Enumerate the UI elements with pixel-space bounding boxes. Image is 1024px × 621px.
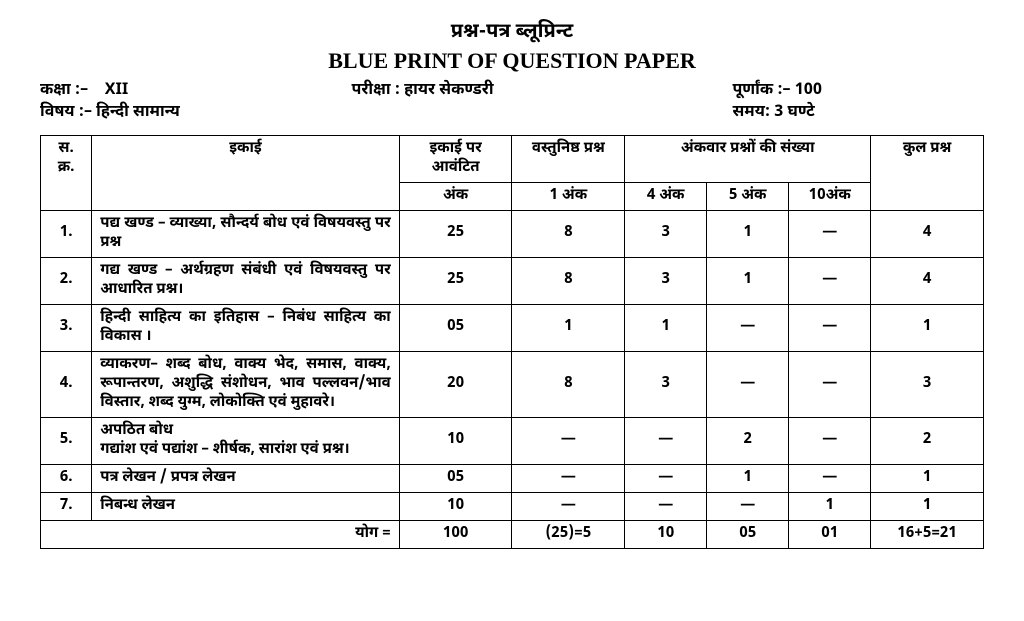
footer-m4: 10 [625,520,707,548]
table-row: 1.पद्य खण्ड – व्याख्या, सौन्दर्य बोध एवं… [41,210,984,257]
cell-m10: — [789,304,871,351]
cell-m5: 1 [707,464,789,492]
col-unit: इकाई [92,135,400,210]
cell-m4: 3 [625,210,707,257]
exam-value: हायर सेकण्डरी [404,80,493,101]
class-value: XII [105,80,129,101]
cell-allotted: 25 [399,210,512,257]
cell-m4: — [625,492,707,520]
cell-m10: — [789,210,871,257]
cell-sn: 4. [41,351,92,417]
cell-sn: 7. [41,492,92,520]
cell-m10: — [789,351,871,417]
cell-m5: — [707,304,789,351]
cell-obj: — [512,492,625,520]
subject-value: हिन्दी सामान्य [96,102,180,123]
time-value: 3 घण्टे [774,102,814,123]
time-label: समय: [732,102,770,123]
col-markwise: अंकवार प्रश्नों की संख्या [625,135,871,182]
footer-obj: (25)=5 [512,520,625,548]
cell-allotted: 20 [399,351,512,417]
cell-allotted: 10 [399,492,512,520]
cell-m5: 1 [707,210,789,257]
table-row: 7.निबन्ध लेखन10———11 [41,492,984,520]
col-sn: स. क्र. [41,135,92,210]
cell-m5: 2 [707,417,789,464]
footer-label: योग = [41,520,400,548]
col-total: कुल प्रश्न [871,135,984,210]
col-allotted-sub: अंक [399,182,512,210]
cell-obj: 8 [512,210,625,257]
cell-unit: अपठित बोधगद्यांश एवं पद्यांश – शीर्षक, स… [92,417,400,464]
cell-unit: पत्र लेखन / प्रपत्र लेखन [92,464,400,492]
cell-m5: — [707,492,789,520]
cell-sn: 5. [41,417,92,464]
cell-allotted: 05 [399,304,512,351]
footer-m10: 01 [789,520,871,548]
cell-m10: — [789,417,871,464]
cell-obj: 1 [512,304,625,351]
col-objective-sub: 1 अंक [512,182,625,210]
cell-total: 3 [871,351,984,417]
meta-row-2: विषय :– हिन्दी सामान्य समय: 3 घण्टे [40,102,984,124]
cell-unit: पद्य खण्ड – व्याख्या, सौन्दर्य बोध एवं व… [92,210,400,257]
cell-m10: — [789,464,871,492]
class-label: कक्षा :– [40,80,88,101]
cell-sn: 6. [41,464,92,492]
table-row: 5.अपठित बोधगद्यांश एवं पद्यांश – शीर्षक,… [41,417,984,464]
cell-m4: 1 [625,304,707,351]
cell-allotted: 05 [399,464,512,492]
cell-sn: 2. [41,257,92,304]
cell-obj: — [512,464,625,492]
cell-total: 1 [871,492,984,520]
cell-unit: गद्य खण्ड – अर्थग्रहण संबंधी एवं विषयवस्… [92,257,400,304]
footer-row: योग = 100 (25)=5 10 05 01 16+5=21 [41,520,984,548]
subject-label: विषय :– [40,102,92,123]
col-objective-top: वस्तुनिष्ठ प्रश्न [512,135,625,182]
footer-allotted: 100 [399,520,512,548]
cell-sn: 1. [41,210,92,257]
table-row: 2.गद्य खण्ड – अर्थग्रहण संबंधी एवं विषयव… [41,257,984,304]
cell-allotted: 10 [399,417,512,464]
cell-m4: 3 [625,257,707,304]
title-hindi: प्रश्न-पत्र ब्लूप्रिन्ट [40,20,984,46]
cell-obj: — [512,417,625,464]
col-m5: 5 अंक [707,182,789,210]
cell-unit: व्याकरण– शब्द बोध, वाक्य भेद, समास, वाक्… [92,351,400,417]
marks-label: पूर्णांक :– [732,80,790,101]
marks-value: 100 [795,80,822,101]
footer-total: 16+5=21 [871,520,984,548]
cell-obj: 8 [512,351,625,417]
cell-m4: 3 [625,351,707,417]
cell-m10: — [789,257,871,304]
cell-unit: निबन्ध लेखन [92,492,400,520]
cell-m4: — [625,417,707,464]
cell-total: 1 [871,304,984,351]
cell-total: 4 [871,210,984,257]
cell-allotted: 25 [399,257,512,304]
col-m10: 10अंक [789,182,871,210]
cell-total: 4 [871,257,984,304]
cell-obj: 8 [512,257,625,304]
cell-m5: — [707,351,789,417]
cell-total: 1 [871,464,984,492]
blueprint-table: स. क्र. इकाई इकाई पर आवंटित वस्तुनिष्ठ प… [40,135,984,549]
cell-total: 2 [871,417,984,464]
cell-m5: 1 [707,257,789,304]
footer-m5: 05 [707,520,789,548]
col-m4: 4 अंक [625,182,707,210]
cell-m10: 1 [789,492,871,520]
cell-sn: 3. [41,304,92,351]
title-english: BLUE PRINT OF QUESTION PAPER [40,48,984,74]
meta-row-1: कक्षा :– XII परीक्षा : हायर सेकण्डरी पूर… [40,80,984,102]
cell-unit: हिन्दी साहित्य का इतिहास – निबंध साहित्य… [92,304,400,351]
table-row: 6.पत्र लेखन / प्रपत्र लेखन05——1—1 [41,464,984,492]
cell-m4: — [625,464,707,492]
col-allotted-top: इकाई पर आवंटित [399,135,512,182]
table-row: 3.हिन्दी साहित्य का इतिहास – निबंध साहित… [41,304,984,351]
table-row: 4.व्याकरण– शब्द बोध, वाक्य भेद, समास, वा… [41,351,984,417]
exam-label: परीक्षा : [352,80,400,101]
